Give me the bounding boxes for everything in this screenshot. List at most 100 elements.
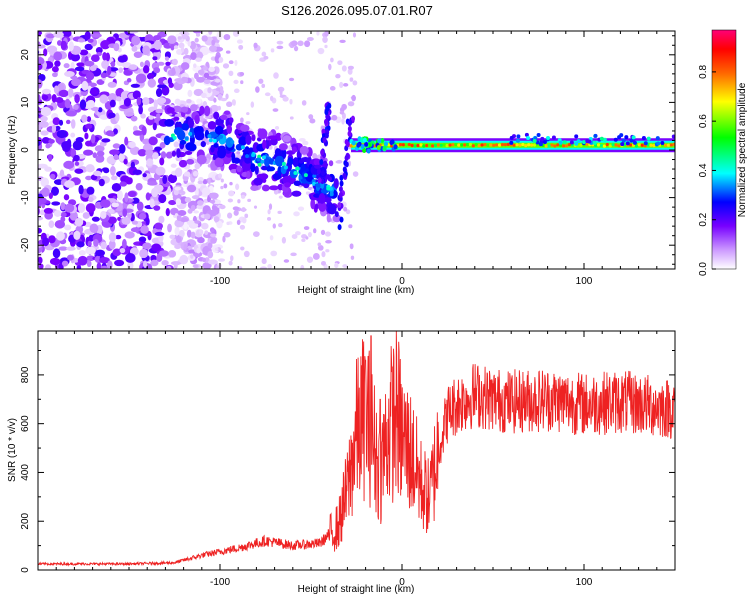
spectrogram-cell: [153, 205, 161, 211]
spectrogram-cell: [215, 118, 221, 126]
spectrogram-cell: [663, 143, 668, 147]
spectrogram-cell: [160, 151, 167, 159]
spectrogram-cell: [165, 151, 173, 159]
spectrogram-cell: [258, 78, 264, 84]
spectrogram-cell: [276, 40, 284, 45]
spectrogram-cell: [85, 203, 96, 213]
colorbar-tick-label: 0.4: [698, 163, 709, 177]
spectrogram-cell: [131, 220, 139, 225]
spectrogram-cell: [471, 144, 475, 148]
spectrogram-cell: [383, 141, 388, 147]
spectrogram-cell: [53, 85, 60, 94]
spectrogram-cell: [256, 157, 261, 162]
spectrogram-cell: [128, 64, 138, 70]
spectrogram-cell: [209, 227, 215, 233]
spectrogram-cell: [186, 99, 192, 104]
spectrogram-cell: [196, 76, 206, 83]
spectrogram-cell: [155, 88, 163, 98]
spectrogram-cell: [103, 168, 110, 174]
spectrogram-cell: [532, 139, 537, 144]
spectrogram-cell: [96, 262, 102, 269]
spectrogram-cell: [94, 145, 105, 152]
y-tick-label: 600: [20, 415, 31, 432]
spectrogram-cell: [25, 155, 33, 164]
spectrogram-cell: [99, 94, 109, 104]
spectrogram-cell: [158, 215, 165, 224]
spectrogram-cell: [240, 145, 245, 150]
spectrogram-cell: [105, 130, 115, 137]
spectrogram-cell: [122, 238, 127, 249]
spectrogram-cell: [303, 173, 308, 178]
spectrogram-cell: [621, 138, 626, 143]
spectrogram-cell: [113, 154, 120, 161]
spectrogram-cell: [322, 136, 327, 143]
spectrogram-cell: [187, 89, 193, 98]
y-tick-label: 400: [20, 464, 31, 481]
spectrogram-cell: [64, 71, 75, 77]
spectrogram-cell: [130, 115, 138, 122]
spectrogram-cell: [292, 146, 297, 153]
spectrogram-cell: [38, 36, 39, 40]
spectrogram-cell: [38, 201, 42, 208]
spectrogram-cell: [145, 149, 154, 157]
spectrogram-cell: [207, 134, 212, 139]
spectrogram-cell: [640, 143, 644, 147]
spectrogram-cell: [348, 224, 353, 229]
spectrogram-cell: [153, 40, 163, 51]
spectrogram-cell: [138, 212, 147, 220]
spectrogram-cell: [45, 33, 56, 39]
spectrogram-cell: [204, 230, 209, 236]
spectrogram-y-ticks: -20 -10 0 10 20: [20, 35, 675, 265]
spectrogram-cell: [201, 257, 206, 263]
spectrogram-cell: [68, 87, 74, 98]
spectrogram-cell: [236, 165, 242, 173]
spectrogram-cell: [457, 143, 461, 147]
spectrogram-cell: [428, 143, 432, 147]
spectrogram-cell: [26, 143, 33, 147]
y-tick-label: -10: [20, 190, 31, 205]
spectrogram-cell: [579, 143, 583, 147]
spectrogram-cell: [190, 231, 196, 239]
spectrogram-cell: [376, 145, 381, 151]
spectrogram-cell: [341, 65, 347, 72]
spectrogram-cell: [87, 240, 92, 247]
spectrogram-cell: [165, 208, 170, 217]
spectrogram-cell: [567, 142, 572, 147]
spectrogram-cell: [44, 166, 52, 172]
spectrogram-cell: [38, 206, 40, 216]
spectrogram-cell: [186, 220, 196, 226]
spectrogram-cell: [158, 250, 169, 257]
spectrogram-cell: [82, 212, 90, 219]
spectrogram-cell: [193, 63, 197, 69]
spectrogram-cell: [156, 97, 167, 105]
spectrogram-x-ticks: -100 0 100: [37, 31, 676, 287]
spectrogram-cell: [86, 255, 95, 262]
spectrogram-cell: [191, 195, 200, 200]
spectrogram-cell: [247, 198, 252, 202]
spectrogram-cell: [672, 142, 675, 146]
spectrogram-cell: [347, 125, 352, 132]
colorbar-gradient: [711, 29, 737, 270]
spectrogram-cell: [46, 45, 58, 54]
spectrogram-cell: [184, 136, 189, 141]
spectrogram-cell: [138, 105, 143, 115]
spectrogram-cell: [343, 206, 348, 212]
spectrogram-cell: [173, 141, 180, 148]
spectrogram-cell: [40, 106, 52, 117]
spectrogram-cell: [596, 143, 601, 147]
spectrogram-cell: [480, 143, 484, 147]
spectrogram-cell: [86, 260, 92, 268]
spectrogram-cell: [306, 256, 314, 263]
spectrogram-cell: [312, 252, 320, 260]
spectrogram-cell: [277, 210, 282, 215]
spectrogram-cell: [304, 40, 311, 48]
spectrogram-cell: [139, 248, 149, 259]
spectrogram-cell: [212, 138, 217, 143]
spectrogram-cell: [148, 115, 154, 120]
spectrogram-cell: [229, 181, 233, 186]
spectrogram-cell: [291, 234, 298, 240]
spectrogram-cell: [233, 79, 239, 85]
spectrogram-cell: [177, 210, 187, 217]
spectrogram-cell: [218, 258, 226, 262]
spectrogram-cell: [250, 101, 255, 108]
